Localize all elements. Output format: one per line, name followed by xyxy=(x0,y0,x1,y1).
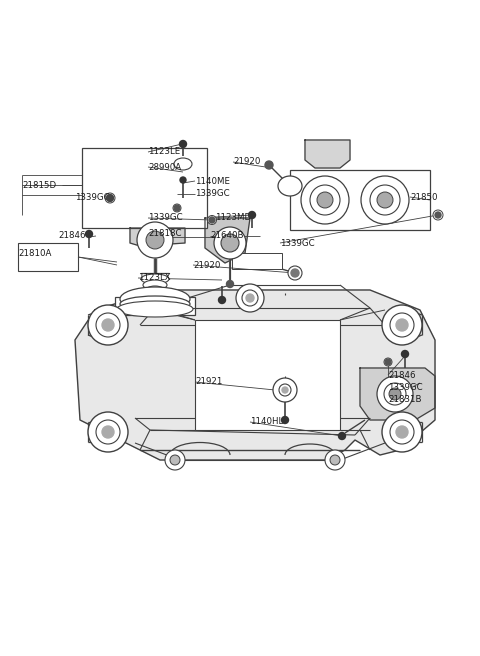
Circle shape xyxy=(281,417,288,424)
Text: 21846: 21846 xyxy=(58,232,85,241)
Circle shape xyxy=(390,313,414,337)
Text: 21920: 21920 xyxy=(193,260,220,270)
Circle shape xyxy=(221,234,239,252)
Text: 1339GC: 1339GC xyxy=(148,213,182,222)
Circle shape xyxy=(291,269,299,277)
Circle shape xyxy=(85,230,93,237)
Circle shape xyxy=(361,176,409,224)
Text: 28990A: 28990A xyxy=(148,163,181,171)
Circle shape xyxy=(338,432,346,440)
Circle shape xyxy=(396,426,408,438)
Circle shape xyxy=(325,450,345,470)
Circle shape xyxy=(88,412,128,452)
Ellipse shape xyxy=(141,274,169,284)
Polygon shape xyxy=(75,290,435,460)
Ellipse shape xyxy=(117,301,193,317)
Circle shape xyxy=(301,176,349,224)
Circle shape xyxy=(170,455,180,465)
Circle shape xyxy=(96,313,120,337)
Circle shape xyxy=(165,450,185,470)
Polygon shape xyxy=(360,368,435,420)
Text: 21640B: 21640B xyxy=(210,232,243,241)
Polygon shape xyxy=(305,140,350,168)
Text: 21818C: 21818C xyxy=(148,230,181,239)
Circle shape xyxy=(435,212,441,218)
Ellipse shape xyxy=(143,280,167,290)
Text: 21921: 21921 xyxy=(195,377,222,386)
Text: 1123LX: 1123LX xyxy=(138,274,170,283)
Circle shape xyxy=(317,192,333,208)
Bar xyxy=(290,170,430,230)
Circle shape xyxy=(236,284,264,312)
Circle shape xyxy=(209,217,215,223)
Circle shape xyxy=(282,387,288,393)
Bar xyxy=(82,148,207,228)
Circle shape xyxy=(88,305,128,345)
Circle shape xyxy=(288,266,302,280)
Text: 1339GC: 1339GC xyxy=(388,384,422,392)
Circle shape xyxy=(102,319,114,331)
Text: 21810A: 21810A xyxy=(18,249,51,258)
Circle shape xyxy=(242,290,258,306)
Circle shape xyxy=(180,177,186,183)
Text: 1123LE: 1123LE xyxy=(148,148,180,157)
Circle shape xyxy=(249,211,255,218)
Bar xyxy=(18,243,78,271)
Circle shape xyxy=(385,359,391,365)
Circle shape xyxy=(96,420,120,444)
Circle shape xyxy=(330,455,340,465)
Text: 21815D: 21815D xyxy=(22,180,56,190)
Circle shape xyxy=(384,358,392,366)
Bar xyxy=(115,297,195,315)
Text: 1123MD: 1123MD xyxy=(215,213,251,222)
Polygon shape xyxy=(205,218,250,263)
Circle shape xyxy=(382,305,422,345)
Bar xyxy=(195,320,340,430)
Circle shape xyxy=(102,426,114,438)
Circle shape xyxy=(273,378,297,402)
Circle shape xyxy=(401,350,408,358)
Circle shape xyxy=(180,140,187,148)
Circle shape xyxy=(384,383,406,405)
Circle shape xyxy=(146,231,164,249)
Text: 1339GC: 1339GC xyxy=(75,192,109,201)
Ellipse shape xyxy=(120,296,190,312)
Circle shape xyxy=(227,281,233,287)
Circle shape xyxy=(377,376,413,412)
Text: 21920: 21920 xyxy=(233,157,260,167)
Bar xyxy=(232,253,282,269)
Ellipse shape xyxy=(120,287,190,311)
Circle shape xyxy=(310,185,340,215)
Circle shape xyxy=(396,319,408,331)
Text: 21831B: 21831B xyxy=(388,396,421,405)
Circle shape xyxy=(218,297,226,304)
Circle shape xyxy=(246,294,254,302)
Circle shape xyxy=(265,161,273,169)
Circle shape xyxy=(370,185,400,215)
Circle shape xyxy=(377,192,393,208)
Circle shape xyxy=(279,384,291,396)
Text: 21850: 21850 xyxy=(410,192,437,201)
Polygon shape xyxy=(130,228,185,246)
Ellipse shape xyxy=(278,176,302,196)
Ellipse shape xyxy=(145,286,165,296)
Text: 1339GC: 1339GC xyxy=(195,190,229,199)
Circle shape xyxy=(382,412,422,452)
Circle shape xyxy=(390,420,414,444)
Text: 21846: 21846 xyxy=(388,371,416,380)
Text: 1140HL: 1140HL xyxy=(250,417,283,426)
Text: 1339GC: 1339GC xyxy=(280,239,314,247)
Circle shape xyxy=(389,388,401,400)
Circle shape xyxy=(173,204,181,212)
Circle shape xyxy=(107,194,113,201)
Circle shape xyxy=(174,205,180,211)
Circle shape xyxy=(207,216,216,224)
Ellipse shape xyxy=(174,158,192,170)
Circle shape xyxy=(137,222,173,258)
Circle shape xyxy=(214,227,246,259)
Text: 1140ME: 1140ME xyxy=(195,176,230,186)
Circle shape xyxy=(433,210,443,220)
Circle shape xyxy=(105,193,115,203)
